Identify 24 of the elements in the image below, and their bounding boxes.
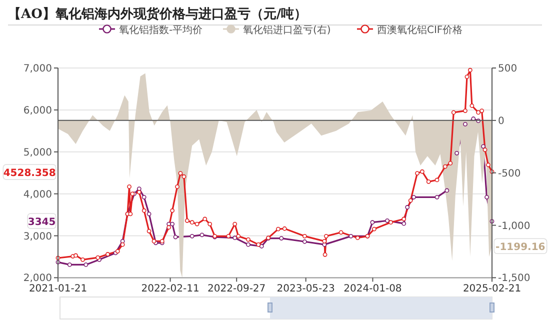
y-tick-label: 3,000 xyxy=(23,231,52,242)
x-tick-label: 2021-01-21 xyxy=(28,284,88,295)
y-tick-label: 5,000 xyxy=(23,147,52,158)
legend-label: 氧化铝指数-平均价 xyxy=(119,24,203,36)
y-tick-label: 4,000 xyxy=(23,189,52,200)
y2-tick-label: 500 xyxy=(498,64,518,74)
y2-tick-label: -1,500 xyxy=(498,273,530,284)
chart-title: 【AO】氧化铝海内外现货价格与进口盈亏（元/吨） xyxy=(8,6,308,22)
text: 4528.358 xyxy=(3,168,56,179)
y2-tick-label: -1,000 xyxy=(498,220,530,232)
y2-tick-label: 0 xyxy=(498,116,504,127)
x-tick-label: 2022-09-27 xyxy=(208,284,266,295)
y2-tick-label: -500 xyxy=(498,168,521,180)
y-tick-label: 6,000 xyxy=(23,105,52,116)
y-tick-label: 2,000 xyxy=(23,273,52,284)
legend-label: 氧化铝进口盈亏(右) xyxy=(243,24,331,36)
data-label: -1199.16 xyxy=(496,242,546,254)
y-tick-label: 7,000 xyxy=(23,64,52,74)
text: 3345 xyxy=(28,217,56,228)
x-tick-label: 2022-02-11 xyxy=(141,284,200,295)
x-tick-label: 2025-02-21 xyxy=(462,284,522,295)
x-tick-label: 2023-05-23 xyxy=(276,284,335,295)
x-tick-label: 2024-01-08 xyxy=(344,284,402,295)
legend-label: 西澳氧化铝CIF价格 xyxy=(377,24,463,36)
